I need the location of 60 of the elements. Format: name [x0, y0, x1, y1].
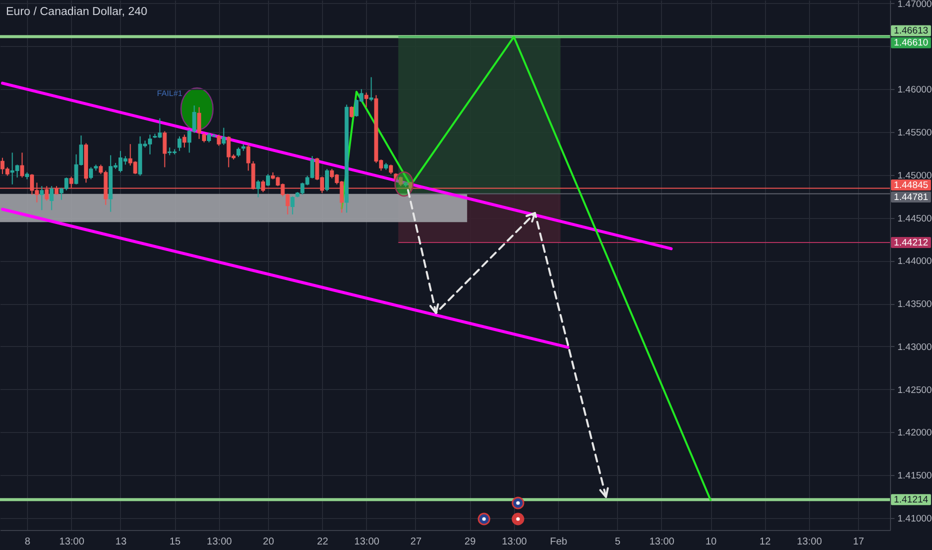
x-tick-label: 13:00: [354, 536, 380, 548]
y-tick-label: 1.45500: [898, 128, 932, 139]
candlestick: [364, 92, 368, 108]
ref-line-label: 1.46613: [894, 26, 928, 37]
x-tick-label: Feb: [550, 536, 568, 548]
candlestick: [222, 127, 226, 146]
x-tick-label: 20: [262, 536, 274, 548]
y-tick-label: 1.43000: [898, 342, 932, 353]
y-tick-label: 1.44500: [898, 213, 932, 224]
y-tick-label: 1.45000: [898, 170, 932, 182]
ref-line-label: 1.44845: [894, 180, 928, 191]
candlestick: [216, 134, 221, 146]
candlestick: [178, 136, 182, 152]
y-tick-label: 1.42500: [898, 384, 932, 396]
x-tick-label: 13:00: [649, 536, 675, 548]
candlestick: [197, 106, 202, 140]
x-tick-label: 5: [614, 536, 621, 548]
y-tick-label: 1.47000: [898, 0, 932, 10]
x-tick-label: 17: [852, 536, 865, 548]
candlestick: [350, 106, 354, 118]
candlestick: [162, 130, 167, 168]
y-tick-label: 1.41500: [898, 470, 932, 482]
ref-line-label: 1.41214: [894, 494, 928, 506]
candlestick: [182, 134, 186, 148]
ref-line-label: 1.44212: [894, 238, 928, 249]
candlestick: [325, 168, 329, 192]
candlestick: [388, 164, 393, 175]
candlestick: [202, 132, 206, 143]
y-tick-label: 1.46000: [898, 84, 932, 96]
x-tick-label: 12: [760, 536, 772, 548]
line-series: [340, 36, 712, 501]
candlestick: [88, 166, 93, 180]
candlestick: [40, 186, 44, 211]
y-tick-label: 1.41000: [898, 513, 932, 524]
x-tick-label: 8: [24, 536, 31, 548]
annotation: FAIL#1: [157, 89, 183, 98]
candlestick: [246, 144, 250, 172]
ref-line-label: 1.46610: [894, 38, 928, 49]
x-tick-label: 13:00: [796, 536, 822, 548]
x-tick-label: 10: [705, 536, 718, 548]
y-tick-label: 1.42000: [898, 428, 932, 439]
x-tick-label: 15: [169, 536, 182, 548]
ref-line-label: 1.44781: [894, 192, 928, 203]
candlestick: [20, 152, 24, 178]
x-tick-label: 13:00: [206, 536, 232, 548]
candlestick: [256, 180, 260, 198]
candlestick: [290, 196, 295, 215]
y-tick-label: 1.43500: [898, 299, 932, 310]
candlestick: [266, 174, 270, 187]
x-tick-label: 13:00: [502, 536, 528, 548]
x-tick-label: 13:00: [59, 536, 85, 548]
y-tick-label: 1.44000: [898, 256, 932, 268]
text: Euro / Canadian Dollar, 240: [6, 6, 148, 18]
x-tick-label: 13: [115, 536, 127, 548]
candlestick: [236, 147, 240, 158]
x-tick-label: 29: [464, 536, 476, 548]
candlestick: [50, 186, 54, 211]
x-tick-label: 27: [410, 536, 422, 548]
x-tick-label: 22: [317, 536, 329, 548]
candlestick: [369, 76, 374, 102]
